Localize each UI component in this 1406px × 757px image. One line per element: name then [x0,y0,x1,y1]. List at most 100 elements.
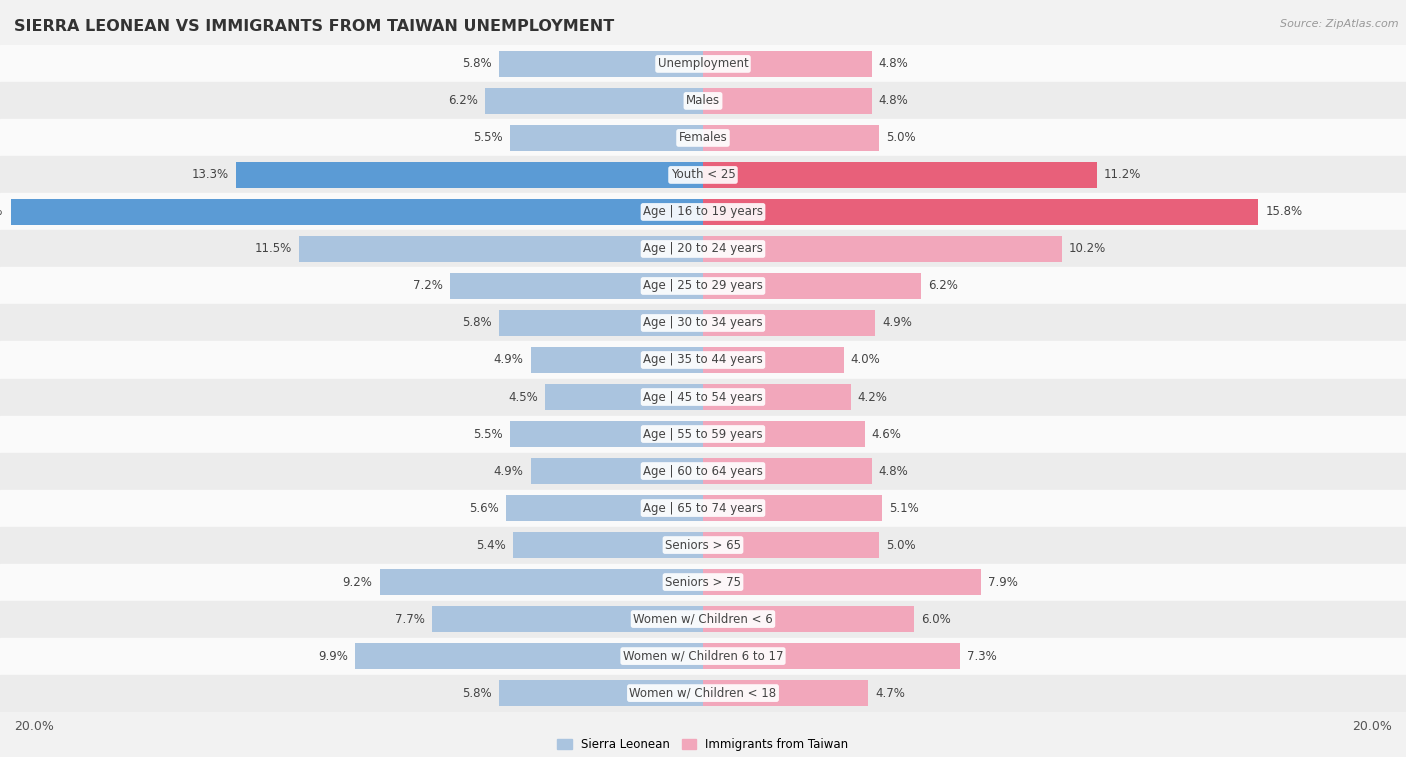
Bar [703,680,869,706]
Bar [0,120,1406,157]
Bar [510,421,703,447]
Bar [703,421,865,447]
Bar [703,569,981,595]
Text: 4.0%: 4.0% [851,354,880,366]
Text: Youth < 25: Youth < 25 [671,169,735,182]
Text: Age | 45 to 54 years: Age | 45 to 54 years [643,391,763,403]
Bar [11,198,703,226]
Bar [0,378,1406,416]
Bar [703,495,883,522]
Text: Females: Females [679,132,727,145]
Text: 4.8%: 4.8% [879,58,908,70]
Text: Source: ZipAtlas.com: Source: ZipAtlas.com [1281,19,1399,29]
Bar [499,51,703,77]
Text: 19.7%: 19.7% [0,205,4,219]
Bar [0,45,1406,83]
Text: 5.8%: 5.8% [463,58,492,70]
Text: Women w/ Children < 6: Women w/ Children < 6 [633,612,773,625]
Bar [0,600,1406,637]
Text: 7.9%: 7.9% [987,575,1018,588]
Text: 20.0%: 20.0% [14,720,53,734]
Text: 4.8%: 4.8% [879,465,908,478]
Bar [0,230,1406,267]
Bar [0,267,1406,304]
Text: 4.9%: 4.9% [494,465,524,478]
Text: 4.8%: 4.8% [879,95,908,107]
Bar [450,273,703,299]
Bar [499,310,703,336]
Bar [485,88,703,114]
Text: 5.6%: 5.6% [470,502,499,515]
Bar [531,347,703,373]
Text: SIERRA LEONEAN VS IMMIGRANTS FROM TAIWAN UNEMPLOYMENT: SIERRA LEONEAN VS IMMIGRANTS FROM TAIWAN… [14,19,614,34]
Bar [703,273,921,299]
Text: 4.2%: 4.2% [858,391,887,403]
Text: 7.3%: 7.3% [967,650,997,662]
Bar [703,162,1097,188]
Bar [0,341,1406,378]
Bar [0,527,1406,563]
Bar [703,125,879,151]
Text: Age | 60 to 64 years: Age | 60 to 64 years [643,465,763,478]
Text: 9.9%: 9.9% [318,650,349,662]
Legend: Sierra Leonean, Immigrants from Taiwan: Sierra Leonean, Immigrants from Taiwan [553,734,853,755]
Text: 5.8%: 5.8% [463,316,492,329]
Text: Age | 30 to 34 years: Age | 30 to 34 years [643,316,763,329]
Text: 4.6%: 4.6% [872,428,901,441]
Text: 4.9%: 4.9% [883,316,912,329]
Bar [703,384,851,410]
Bar [499,680,703,706]
Text: 10.2%: 10.2% [1069,242,1105,255]
Text: 5.5%: 5.5% [472,428,503,441]
Bar [0,304,1406,341]
Bar [703,458,872,484]
Bar [703,531,879,559]
Bar [703,51,872,77]
Text: 5.8%: 5.8% [463,687,492,699]
Bar [0,637,1406,674]
Text: 11.2%: 11.2% [1104,169,1142,182]
Bar [513,531,703,559]
Bar [0,563,1406,600]
Bar [354,643,703,669]
Text: 4.7%: 4.7% [875,687,905,699]
Text: Age | 25 to 29 years: Age | 25 to 29 years [643,279,763,292]
Text: Women w/ Children 6 to 17: Women w/ Children 6 to 17 [623,650,783,662]
Text: 5.1%: 5.1% [889,502,920,515]
Text: 7.7%: 7.7% [395,612,425,625]
Text: Seniors > 75: Seniors > 75 [665,575,741,588]
Text: Age | 55 to 59 years: Age | 55 to 59 years [643,428,763,441]
Bar [0,83,1406,120]
Text: 6.2%: 6.2% [928,279,957,292]
Bar [510,125,703,151]
Text: Age | 35 to 44 years: Age | 35 to 44 years [643,354,763,366]
Bar [0,194,1406,230]
Bar [236,162,703,188]
Text: 4.5%: 4.5% [508,391,537,403]
Bar [703,606,914,632]
Text: 20.0%: 20.0% [1353,720,1392,734]
Text: 6.2%: 6.2% [449,95,478,107]
Bar [0,416,1406,453]
Bar [703,310,875,336]
Text: 5.5%: 5.5% [472,132,503,145]
Bar [380,569,703,595]
Text: 15.8%: 15.8% [1265,205,1302,219]
Bar [531,458,703,484]
Bar [0,157,1406,194]
Text: Age | 16 to 19 years: Age | 16 to 19 years [643,205,763,219]
Text: 4.9%: 4.9% [494,354,524,366]
Text: 11.5%: 11.5% [254,242,292,255]
Text: 5.0%: 5.0% [886,132,915,145]
Bar [703,235,1062,262]
Bar [703,643,960,669]
Text: Seniors > 65: Seniors > 65 [665,538,741,552]
Text: Males: Males [686,95,720,107]
Text: 13.3%: 13.3% [191,169,229,182]
Bar [703,88,872,114]
Text: 5.4%: 5.4% [477,538,506,552]
Bar [703,347,844,373]
Bar [433,606,703,632]
Text: 6.0%: 6.0% [921,612,950,625]
Text: 7.2%: 7.2% [413,279,443,292]
